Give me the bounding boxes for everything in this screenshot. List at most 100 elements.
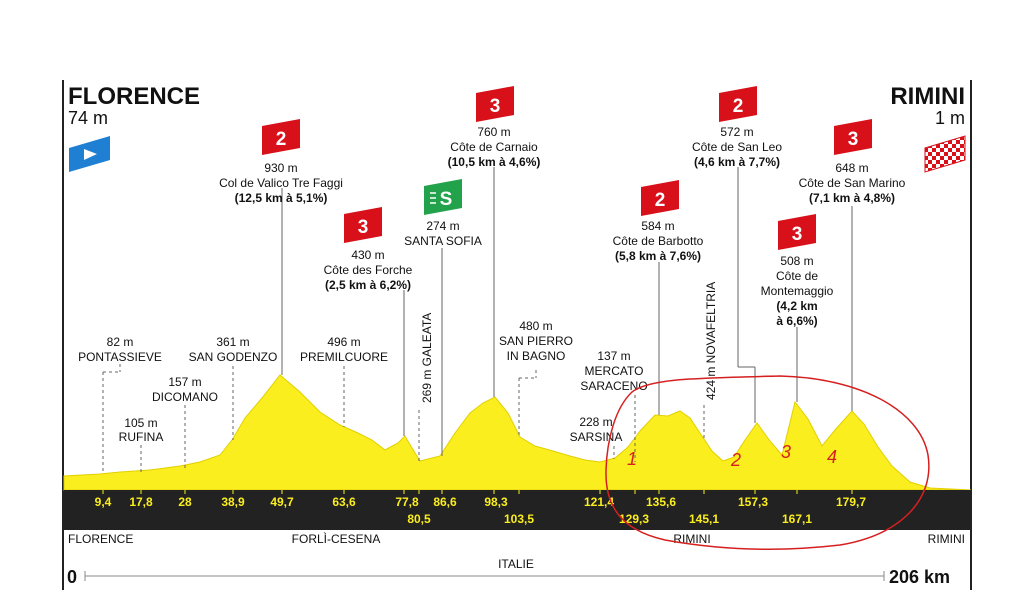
start-altitude: 74 m [68, 108, 108, 128]
climb-barbotto: 2 584 m Côte de Barbotto (5,8 km à 7,6%) [613, 180, 704, 263]
annotation-number: 4 [827, 447, 837, 467]
climb-detail: (4,2 km [776, 299, 817, 313]
distance-axis: 0 206 km [67, 567, 950, 587]
km-marker: 77,8 [395, 495, 419, 509]
climb-category: 3 [490, 96, 501, 117]
annotation-number: 1 [627, 449, 637, 469]
regions: FLORENCE FORLÌ-CESENA RIMINI RIMINI ITAL… [68, 531, 965, 571]
place-name: SAN GODENZO [189, 350, 278, 364]
km-marker: 145,1 [689, 512, 719, 526]
place-altitude: 82 m [107, 335, 134, 349]
annotation-numbers: 1 2 3 4 [627, 442, 837, 470]
climb-detail: (10,5 km à 4,6%) [448, 155, 541, 169]
climb-category: 3 [848, 129, 859, 150]
place-altitude: 228 m [579, 415, 612, 429]
climb-santa-sofia: S 274 m SANTA SOFIA [404, 179, 482, 248]
place-name: DICOMANO [152, 390, 218, 404]
place-dashed-lines [102, 364, 705, 474]
category-2-badge [262, 119, 300, 155]
climb-altitude: 648 m [835, 161, 868, 175]
category-3-badge [834, 119, 872, 155]
km-marker: 38,9 [221, 495, 245, 509]
climb-tre-faggi: 2 930 m Col de Valico Tre Faggi (12,5 km… [219, 119, 343, 205]
place-vertical-label: 269 m GALEATA [420, 313, 434, 403]
km-marker: 28 [178, 495, 192, 509]
climb-detail: (4,6 km à 7,7%) [694, 155, 780, 169]
category-2-badge [719, 86, 757, 122]
region-label: FLORENCE [68, 532, 133, 546]
climb-altitude: 930 m [264, 161, 297, 175]
place-altitude: 496 m [327, 335, 360, 349]
climb-category: 2 [655, 190, 666, 211]
category-3-badge [344, 207, 382, 243]
climb-altitude: 508 m [780, 254, 813, 268]
sprint-badge [424, 179, 462, 215]
place-altitude: 137 m [597, 349, 630, 363]
sprint-lines-icon [430, 192, 436, 204]
climb-detail: (7,1 km à 4,8%) [809, 191, 895, 205]
climb-category: S [440, 189, 453, 210]
climb-detail: (2,5 km à 6,2%) [325, 278, 411, 292]
km-marker: 49,7 [270, 495, 294, 509]
annotation-ellipse [605, 375, 930, 550]
distance-start: 0 [67, 567, 77, 587]
climb-category: 2 [276, 129, 287, 150]
annotation-number: 2 [730, 450, 741, 470]
climb-name: Côte de San Marino [799, 176, 906, 190]
climb-name: Côte des Forche [324, 263, 413, 277]
place-name: SAN PIERRO [499, 334, 573, 348]
climb-category: 3 [358, 217, 369, 238]
place-altitude: 480 m [519, 319, 552, 333]
km-marker: 179,7 [836, 495, 866, 509]
country-label: ITALIE [498, 557, 534, 571]
km-markers: 9,4 17,8 28 38,9 49,7 63,6 77,8 80,5 86,… [95, 495, 867, 526]
climb-altitude: 760 m [477, 125, 510, 139]
km-ticks [102, 490, 853, 494]
climb-name: Côte de San Leo [692, 140, 782, 154]
place-name: SARSINA [570, 430, 623, 444]
place-name: PREMILCUORE [300, 350, 388, 364]
climb-category: 2 [733, 96, 744, 117]
climb-name: Col de Valico Tre Faggi [219, 176, 343, 190]
climb-altitude: 584 m [641, 219, 674, 233]
category-3-badge [778, 214, 816, 250]
km-marker: 9,4 [95, 495, 112, 509]
distance-end: 206 km [889, 567, 950, 587]
km-marker: 121,4 [584, 495, 614, 509]
climb-altitude: 430 m [351, 248, 384, 262]
climb-altitude: 274 m [426, 219, 459, 233]
km-marker: 80,5 [407, 512, 431, 526]
km-marker: 17,8 [129, 495, 153, 509]
category-2-badge [641, 180, 679, 216]
place-name: SARACENO [580, 379, 647, 393]
place-name: IN BAGNO [507, 349, 566, 363]
climb-detail: (12,5 km à 5,1%) [235, 191, 328, 205]
category-3-badge [476, 86, 514, 122]
km-marker: 63,6 [332, 495, 356, 509]
climb-name: Côte de Carnaio [450, 140, 538, 154]
climb-san-marino: 3 648 m Côte de San Marino (7,1 km à 4,8… [799, 119, 906, 205]
km-marker: 135,6 [646, 495, 676, 509]
finish-altitude: 1 m [935, 108, 965, 128]
climb-name: Montemaggio [761, 284, 834, 298]
climb-forche: 3 430 m Côte des Forche (2,5 km à 6,2%) [324, 207, 413, 292]
climb-san-leo: 2 572 m Côte de San Leo (4,6 km à 7,7%) [692, 86, 782, 169]
finish-city: RIMINI [890, 83, 965, 110]
climb-altitude: 572 m [720, 125, 753, 139]
place-altitude: 105 m [124, 416, 157, 430]
km-band [64, 490, 971, 530]
pole-lines [281, 167, 853, 456]
climb-detail: (5,8 km à 7,6%) [615, 249, 701, 263]
climb-category: 3 [792, 224, 803, 245]
handwritten-annotation [605, 375, 930, 550]
start-city: FLORENCE [68, 83, 200, 110]
place-altitude: 157 m [168, 375, 201, 389]
region-label: FORLÌ-CESENA [292, 531, 381, 546]
km-marker: 129,3 [619, 512, 649, 526]
place-vertical-label: 424 m NOVAFELTRIA [704, 282, 718, 400]
climb-name: Côte de [776, 269, 818, 283]
places: 82 m PONTASSIEVE 105 m RUFINA 157 m DICO… [78, 282, 718, 444]
place-altitude: 361 m [216, 335, 249, 349]
